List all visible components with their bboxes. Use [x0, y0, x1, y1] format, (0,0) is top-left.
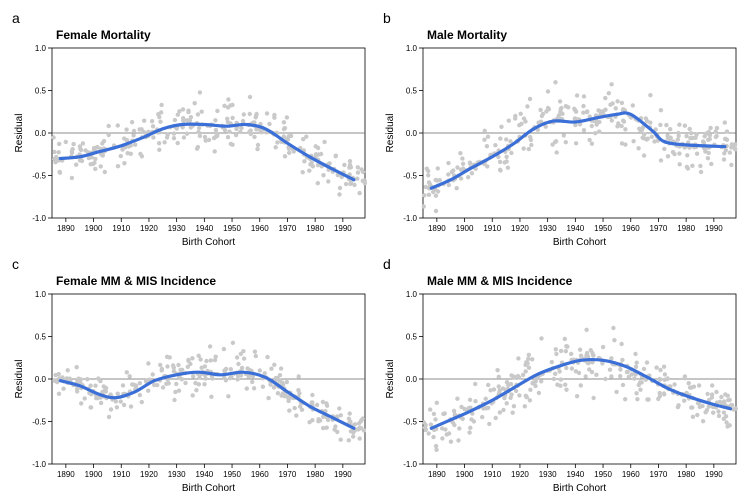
svg-text:1.0: 1.0 [35, 290, 47, 299]
panel-letter: d [383, 256, 391, 272]
svg-text:1950: 1950 [223, 224, 241, 233]
svg-text:1920: 1920 [511, 470, 529, 479]
svg-text:1990: 1990 [705, 224, 723, 233]
figure-grid: a Female Mortality 189019001910192019301… [10, 10, 744, 494]
svg-text:-1.0: -1.0 [403, 460, 417, 469]
svg-text:1960: 1960 [251, 224, 269, 233]
svg-text:1960: 1960 [622, 224, 640, 233]
svg-text:1930: 1930 [168, 470, 186, 479]
svg-text:1900: 1900 [456, 224, 474, 233]
svg-text:-1.0: -1.0 [32, 460, 46, 469]
svg-text:1900: 1900 [85, 224, 103, 233]
svg-text:Residual: Residual [385, 114, 396, 153]
panel-svg-c: 1890 1900 1910 1920 1930 1940 1950 1960 1970 1980… [10, 274, 373, 494]
svg-text:1950: 1950 [594, 470, 612, 479]
svg-text:1980: 1980 [677, 470, 695, 479]
svg-text:1930: 1930 [539, 470, 557, 479]
svg-text:1930: 1930 [539, 224, 557, 233]
svg-text:1890: 1890 [428, 224, 446, 233]
svg-text:1910: 1910 [112, 224, 130, 233]
svg-text:1.0: 1.0 [406, 44, 418, 53]
panel-letter: c [12, 256, 19, 272]
svg-text:-0.5: -0.5 [403, 172, 417, 181]
svg-text:-0.5: -0.5 [32, 172, 46, 181]
svg-text:1910: 1910 [112, 470, 130, 479]
svg-text:1900: 1900 [456, 470, 474, 479]
svg-text:1950: 1950 [223, 470, 241, 479]
svg-text:0.0: 0.0 [35, 129, 47, 138]
svg-text:1920: 1920 [140, 470, 158, 479]
svg-text:1910: 1910 [483, 470, 501, 479]
panel-letter: b [383, 10, 391, 26]
svg-text:1900: 1900 [85, 470, 103, 479]
svg-text:1990: 1990 [334, 224, 352, 233]
svg-text:0.5: 0.5 [35, 87, 47, 96]
svg-text:1920: 1920 [511, 224, 529, 233]
svg-text:1980: 1980 [677, 224, 695, 233]
svg-text:-1.0: -1.0 [32, 214, 46, 223]
svg-text:-0.5: -0.5 [403, 418, 417, 427]
svg-text:0.0: 0.0 [35, 375, 47, 384]
svg-text:1920: 1920 [140, 224, 158, 233]
svg-text:1940: 1940 [195, 224, 213, 233]
svg-text:-1.0: -1.0 [403, 214, 417, 223]
svg-text:1970: 1970 [279, 470, 297, 479]
svg-text:1950: 1950 [594, 224, 612, 233]
panel-svg-b: 1890 1900 1910 1920 1930 1940 1950 1960 1970 1980… [381, 28, 744, 248]
svg-text:1960: 1960 [622, 470, 640, 479]
svg-text:0.5: 0.5 [406, 333, 418, 342]
svg-text:Residual: Residual [385, 360, 396, 399]
svg-text:1980: 1980 [306, 224, 324, 233]
panel-svg-d: 1890 1900 1910 1920 1930 1940 1950 1960 1970 1980… [381, 274, 744, 494]
svg-text:Birth Cohort: Birth Cohort [182, 237, 236, 248]
panel-a: a Female Mortality 189019001910192019301… [10, 10, 373, 248]
svg-text:0.5: 0.5 [406, 87, 418, 96]
svg-text:1890: 1890 [57, 470, 75, 479]
svg-text:1890: 1890 [57, 224, 75, 233]
svg-text:1940: 1940 [195, 470, 213, 479]
svg-text:1.0: 1.0 [35, 44, 47, 53]
panel-b: b Male Mortality 18901900191019201930194… [381, 10, 744, 248]
panel-c: c Female MM & MIS Incidence 189019001910… [10, 256, 373, 494]
svg-text:1.0: 1.0 [406, 290, 418, 299]
svg-text:1970: 1970 [650, 224, 668, 233]
svg-text:Birth Cohort: Birth Cohort [553, 237, 607, 248]
panel-letter: a [12, 10, 20, 26]
svg-text:0.0: 0.0 [406, 129, 418, 138]
svg-text:1940: 1940 [566, 470, 584, 479]
svg-text:1960: 1960 [251, 470, 269, 479]
svg-text:Residual: Residual [14, 114, 25, 153]
svg-text:0.0: 0.0 [406, 375, 418, 384]
svg-text:Birth Cohort: Birth Cohort [553, 483, 607, 494]
panel-svg-a: 1890 1900 1910 1920 1930 1940 1950 1960 1970 1980… [10, 28, 373, 248]
svg-text:1940: 1940 [566, 224, 584, 233]
svg-text:1990: 1990 [334, 470, 352, 479]
svg-text:1970: 1970 [279, 224, 297, 233]
svg-text:0.5: 0.5 [35, 333, 47, 342]
svg-text:1890: 1890 [428, 470, 446, 479]
svg-text:1980: 1980 [306, 470, 324, 479]
svg-text:1970: 1970 [650, 470, 668, 479]
svg-text:-0.5: -0.5 [32, 418, 46, 427]
svg-text:Residual: Residual [14, 360, 25, 399]
svg-text:Birth Cohort: Birth Cohort [182, 483, 236, 494]
svg-text:1990: 1990 [705, 470, 723, 479]
svg-text:1930: 1930 [168, 224, 186, 233]
svg-text:1910: 1910 [483, 224, 501, 233]
panel-d: d Male MM & MIS Incidence 18901900191019… [381, 256, 744, 494]
